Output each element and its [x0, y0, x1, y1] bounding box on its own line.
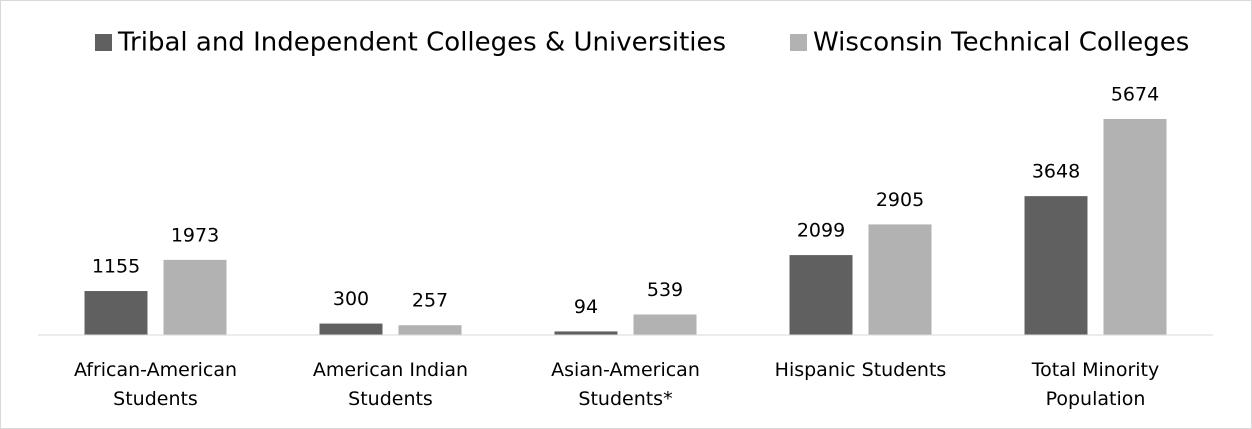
- value-label: 1973: [171, 224, 219, 246]
- bar: [1103, 119, 1167, 335]
- bar: [868, 224, 932, 335]
- bar: [398, 325, 462, 335]
- legend-swatch: [95, 34, 112, 51]
- value-label: 2905: [876, 189, 924, 211]
- bar: [163, 259, 227, 335]
- value-label: 2099: [797, 220, 845, 242]
- bar: [789, 255, 853, 335]
- value-label: 5674: [1111, 84, 1159, 106]
- bar: [1024, 196, 1088, 335]
- x-tick-label: Total Minority Population: [1031, 359, 1160, 410]
- bar: [633, 314, 697, 335]
- x-tick-label: African-American Students: [73, 359, 238, 410]
- legend-label: Wisconsin Technical Colleges: [813, 28, 1189, 58]
- legend-label: Tribal and Independent Colleges & Univer…: [117, 28, 726, 58]
- value-label: 539: [647, 279, 683, 301]
- value-label: 94: [574, 296, 598, 318]
- bar: [84, 291, 148, 335]
- bar: [554, 331, 618, 335]
- x-tick-label: American Indian Students: [312, 359, 469, 410]
- bar: [319, 323, 383, 335]
- value-label: 257: [412, 290, 448, 312]
- value-label: 300: [333, 288, 369, 310]
- x-tick-label: Hispanic Students: [774, 359, 947, 381]
- value-label: 1155: [92, 256, 140, 278]
- legend-swatch: [790, 34, 807, 51]
- value-label: 3648: [1032, 161, 1080, 183]
- x-tick-label: Asian-American Students*: [551, 359, 700, 410]
